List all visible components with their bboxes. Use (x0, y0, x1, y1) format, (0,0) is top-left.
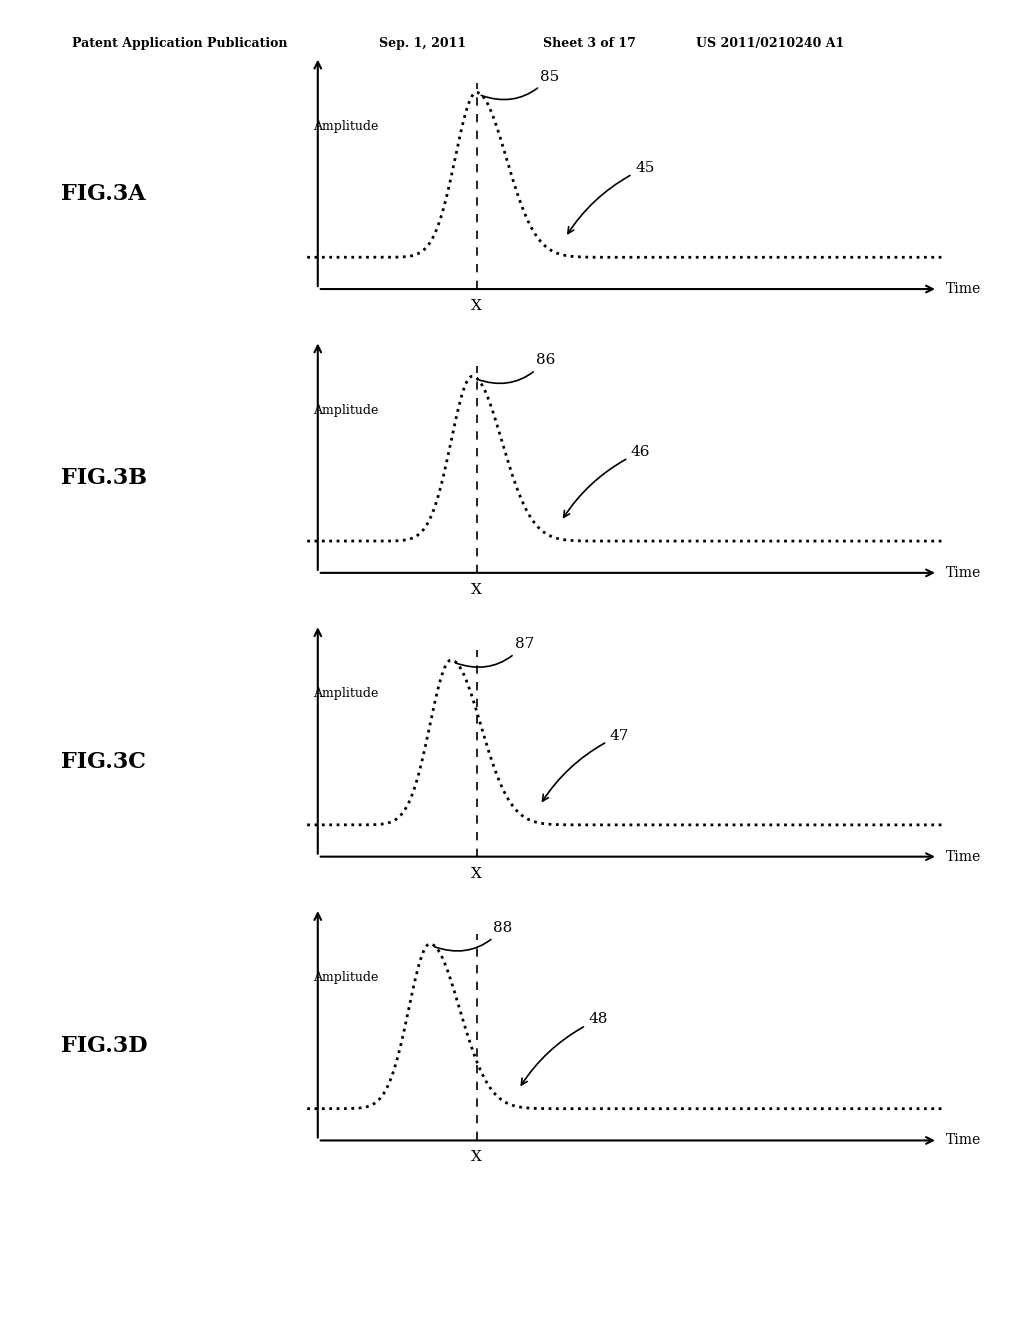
Text: 48: 48 (521, 1012, 608, 1085)
Text: X: X (471, 583, 482, 597)
Text: X: X (471, 300, 482, 313)
Text: Sheet 3 of 17: Sheet 3 of 17 (543, 37, 636, 50)
Text: 45: 45 (568, 161, 654, 234)
Text: Sep. 1, 2011: Sep. 1, 2011 (379, 37, 466, 50)
Text: Time: Time (946, 566, 982, 579)
Text: 85: 85 (481, 70, 559, 99)
Text: 47: 47 (543, 729, 629, 801)
Text: 46: 46 (563, 445, 650, 517)
Text: Amplitude: Amplitude (312, 404, 378, 417)
Text: 86: 86 (477, 354, 555, 383)
Text: Amplitude: Amplitude (312, 120, 378, 133)
Text: Time: Time (946, 282, 982, 296)
Text: Patent Application Publication: Patent Application Publication (72, 37, 287, 50)
Text: Time: Time (946, 1134, 982, 1147)
Text: 87: 87 (456, 638, 534, 667)
Text: 88: 88 (434, 921, 513, 950)
Text: FIG.3C: FIG.3C (61, 751, 146, 774)
Text: X: X (471, 867, 482, 880)
Text: Time: Time (946, 850, 982, 863)
Text: Amplitude: Amplitude (312, 688, 378, 701)
Text: Amplitude: Amplitude (312, 972, 378, 985)
Text: FIG.3A: FIG.3A (61, 183, 146, 206)
Text: X: X (471, 1151, 482, 1164)
Text: FIG.3B: FIG.3B (61, 467, 147, 490)
Text: US 2011/0210240 A1: US 2011/0210240 A1 (696, 37, 845, 50)
Text: FIG.3D: FIG.3D (61, 1035, 147, 1057)
